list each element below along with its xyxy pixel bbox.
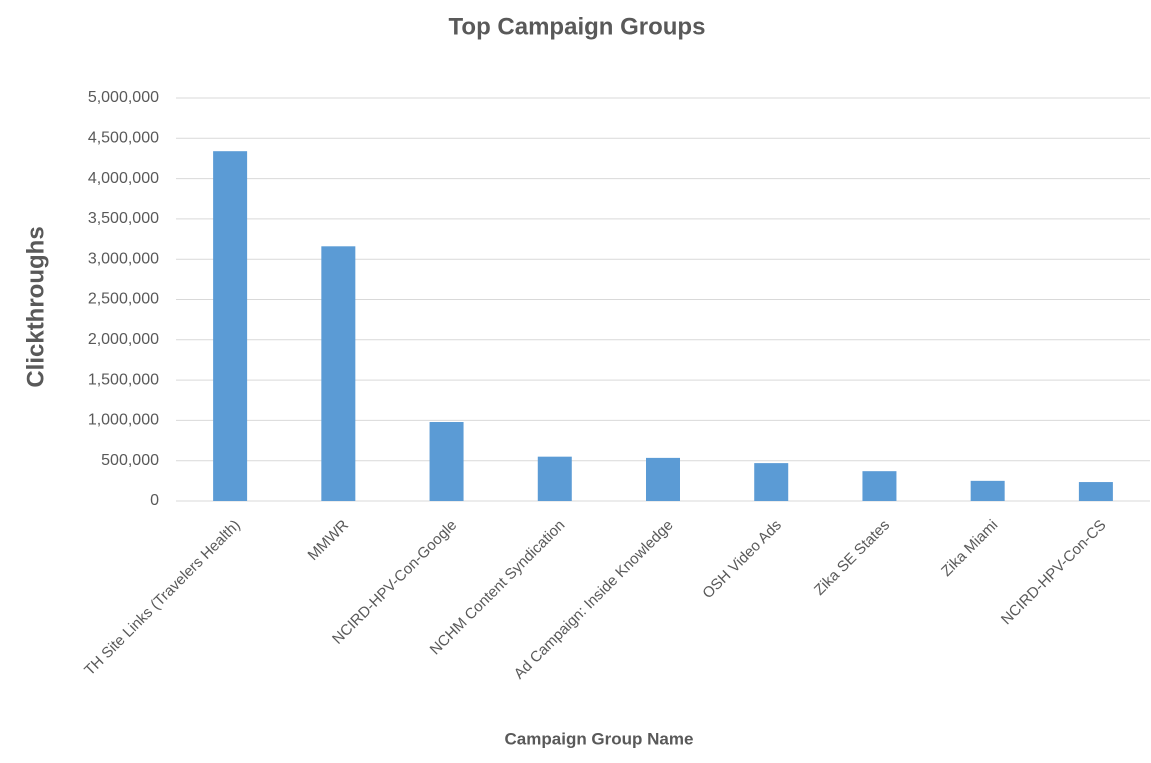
bar [429, 422, 464, 501]
y-tick-label: 2,500,000 [88, 291, 159, 308]
y-tick-label: 3,000,000 [88, 250, 159, 267]
bar [754, 463, 789, 501]
y-axis-title: Clickthroughs [22, 226, 49, 387]
y-tick-label: 2,000,000 [88, 331, 159, 348]
y-tick-label: 5,000,000 [88, 89, 159, 106]
x-axis-title: Campaign Group Name [505, 729, 694, 748]
bar [970, 480, 1005, 501]
y-tick-label: 4,000,000 [88, 170, 159, 187]
x-tick-label: Zika Miami [938, 517, 1001, 580]
y-tick-label: 1,000,000 [88, 412, 159, 429]
bar [1078, 482, 1113, 501]
y-tick-label: 500,000 [101, 452, 159, 469]
y-tick-label: 4,500,000 [88, 130, 159, 147]
x-tick-label: OSH Video Ads [699, 517, 785, 603]
x-tick-label: NCIRD-HPV-Con-Google [329, 517, 460, 648]
y-tick-label: 1,500,000 [88, 371, 159, 388]
bar [321, 246, 356, 501]
x-tick-label: NCIRD-HPV-Con-CS [998, 517, 1110, 629]
x-tick-label: Zika SE States [811, 517, 893, 599]
chart-title: Top Campaign Groups [449, 13, 706, 40]
bar [537, 456, 572, 501]
bar [646, 457, 680, 501]
y-tick-label: 0 [150, 492, 159, 509]
y-tick-label: 3,500,000 [88, 210, 159, 227]
x-tick-label: MMWR [305, 516, 352, 563]
bar [862, 471, 897, 501]
bar [213, 151, 248, 502]
x-tick-label: TH Site Links (Travelers Health) [81, 517, 244, 680]
